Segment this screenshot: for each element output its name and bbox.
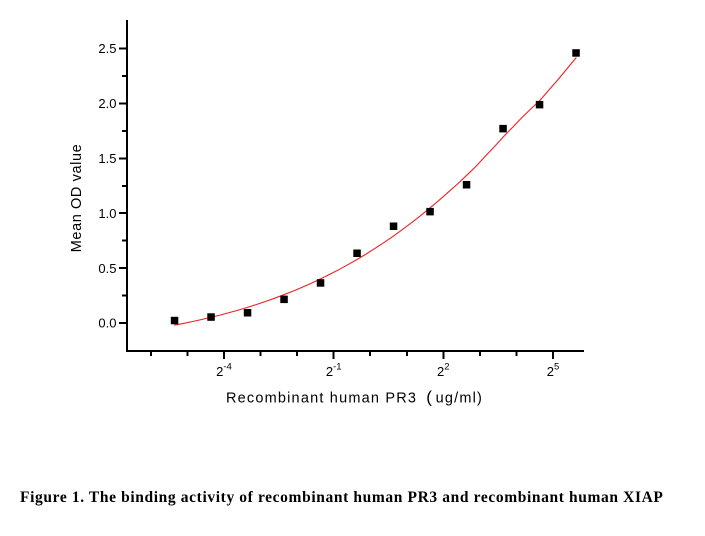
svg-text:2.0: 2.0 xyxy=(98,96,116,111)
svg-text:2-4: 2-4 xyxy=(216,362,232,380)
svg-text:0.5: 0.5 xyxy=(98,261,116,276)
svg-text:22: 22 xyxy=(437,362,450,380)
svg-text:1.0: 1.0 xyxy=(98,206,116,221)
svg-text:Mean OD value: Mean OD value xyxy=(69,144,85,253)
svg-text:Recombinant human PR3(ug/ml): Recombinant human PR3(ug/ml) xyxy=(226,388,483,407)
svg-text:2.5: 2.5 xyxy=(98,41,116,56)
svg-text:0.0: 0.0 xyxy=(98,316,116,331)
svg-text:1.5: 1.5 xyxy=(98,151,116,166)
svg-text:2-1: 2-1 xyxy=(326,362,342,380)
svg-text:25: 25 xyxy=(547,362,560,380)
